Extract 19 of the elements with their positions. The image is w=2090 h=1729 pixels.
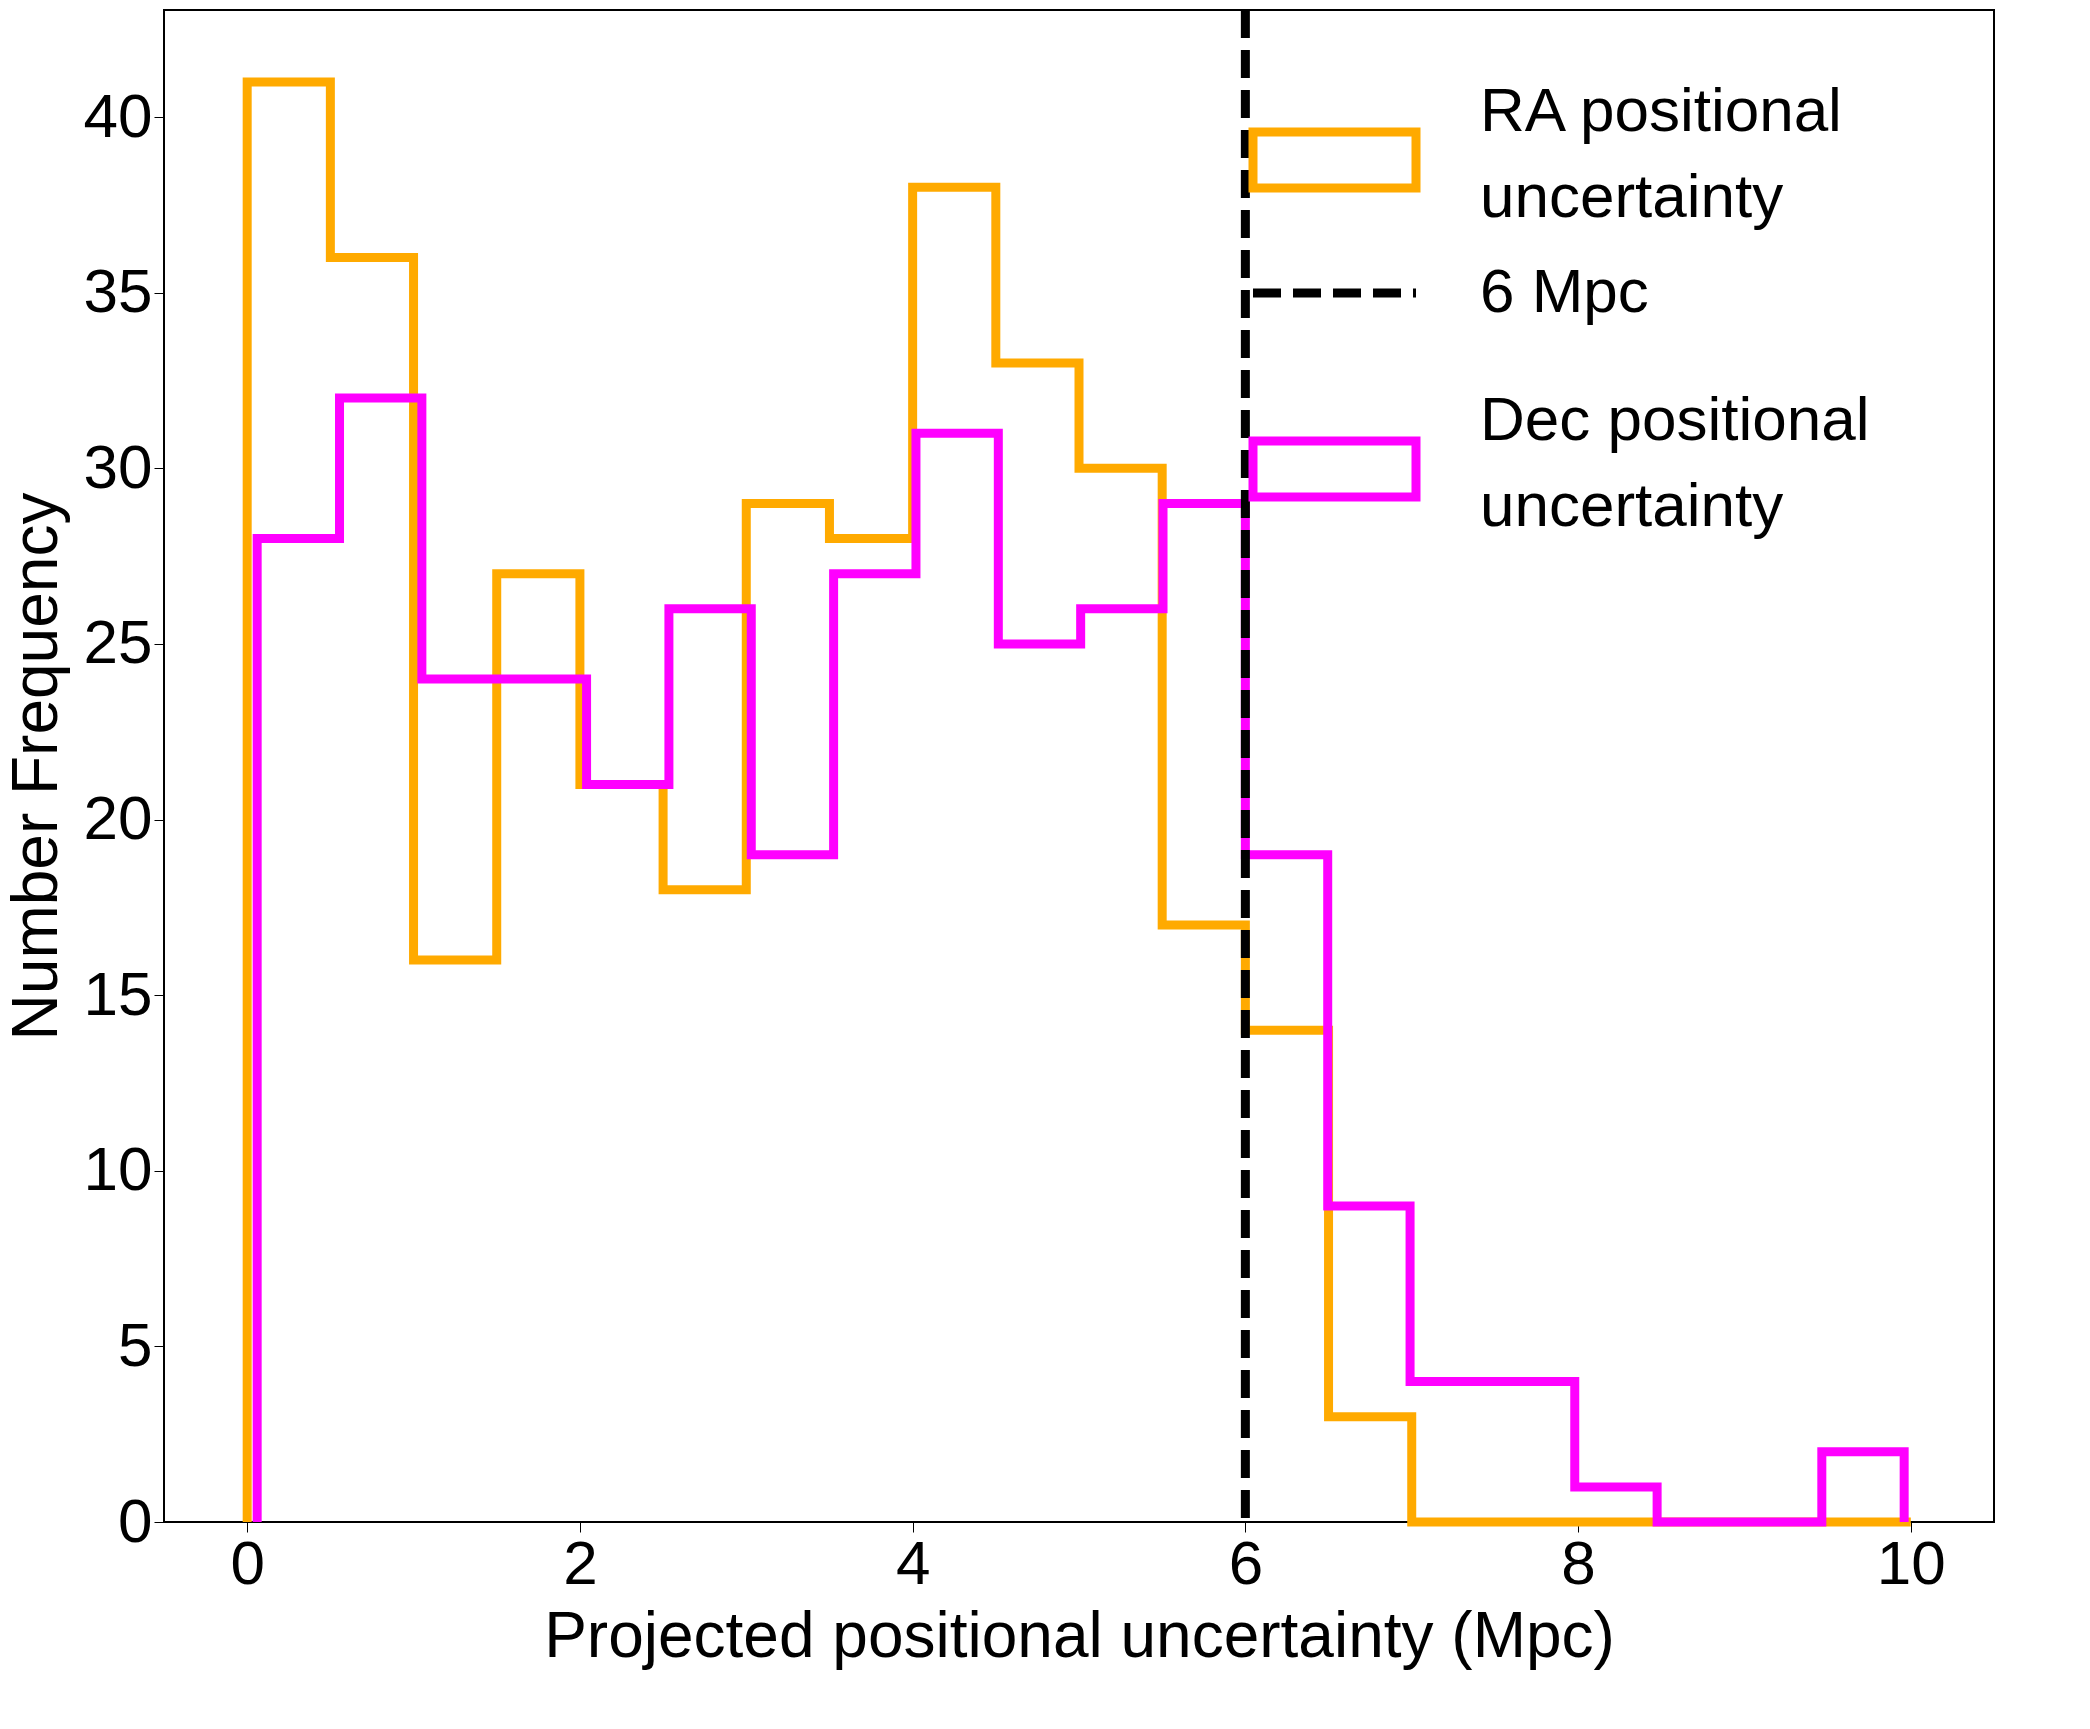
ref-line-label: 6 Mpc (1480, 256, 1649, 325)
y-tick-label: 35 (83, 256, 153, 326)
y-tick-label: 20 (83, 783, 153, 853)
y-axis-title: Number Frequency (0, 492, 71, 1041)
y-tick-label: 40 (83, 80, 153, 150)
y-tick-label: 30 (83, 431, 153, 501)
x-tick-label: 0 (230, 1527, 265, 1597)
y-tick-label: 25 (83, 607, 153, 677)
x-tick-label: 4 (895, 1527, 931, 1597)
y-tick-label: 15 (83, 958, 153, 1028)
x-tick-label: 10 (1876, 1527, 1946, 1597)
x-axis-title: Projected positional uncertainty (Mpc) (544, 1598, 1615, 1671)
y-tick-label: 10 (83, 1134, 153, 1204)
x-tick-label: 8 (1561, 1527, 1596, 1597)
legend-label: Dec positional uncertainty (1480, 384, 1870, 539)
x-tick-label: 2 (563, 1527, 598, 1597)
x-tick-label: 6 (1228, 1527, 1264, 1597)
y-tick-label: 5 (118, 1309, 153, 1379)
legend-label: RA positional uncertainty (1480, 75, 1842, 230)
